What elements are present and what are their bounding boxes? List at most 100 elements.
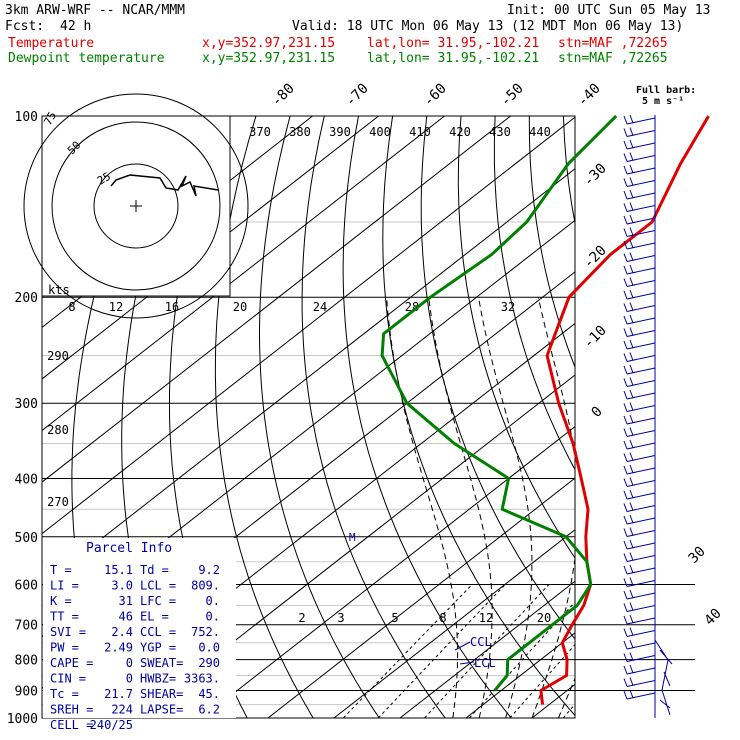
wind-barb <box>623 214 656 225</box>
wind-barb <box>623 589 656 600</box>
lcl-marker <box>459 661 475 665</box>
parcel-row-value: 6.2 <box>198 703 220 717</box>
wind-barb <box>623 239 656 250</box>
fcst-value: 42 h <box>60 19 92 34</box>
wind-barb <box>623 677 656 687</box>
wind-barb <box>623 602 656 612</box>
dewpoint-latlon: lat,lon= 31.95,-102.21 <box>367 51 540 66</box>
mixing-ratio-label: 5 <box>391 611 398 625</box>
parcel-row-value: 2.49 <box>104 641 133 655</box>
temperature-legend: Temperature <box>8 36 95 51</box>
parcel-info-box <box>43 538 236 718</box>
theta-label: 440 <box>529 125 551 139</box>
wind-barb <box>623 489 656 500</box>
parcel-row-label: LI = <box>50 579 79 593</box>
temperature-stn: stn=MAF ,72265 <box>558 36 668 51</box>
parcel-info-title: Parcel Info <box>86 541 172 556</box>
dry-adiabat-line <box>493 116 575 471</box>
ccl-annotation: CCL <box>470 635 492 649</box>
parcel-row-value: 3363. <box>184 672 220 686</box>
parcel-row-value: 0. <box>206 610 220 624</box>
inset-speed-label: 8 <box>68 300 75 314</box>
parcel-row-label: CCL = <box>140 625 176 639</box>
valid-time: Valid: 18 UTC Mon 06 May 13 (12 MDT Mon … <box>292 19 684 34</box>
parcel-row-value: 3.0 <box>111 579 133 593</box>
wind-barb <box>623 314 656 325</box>
wind-barb <box>623 177 656 187</box>
parcel-row-label: CAPE = <box>50 656 93 670</box>
wind-barb <box>623 439 656 450</box>
inset-speed-label: 20 <box>233 300 247 314</box>
inset-speed-label: 32 <box>501 300 515 314</box>
isotherm-label: -20 <box>581 243 610 272</box>
pressure-tick-label: 300 <box>15 397 38 412</box>
inset-speed-label: 16 <box>165 300 179 314</box>
isotherm-line <box>598 116 740 718</box>
parcel-row-label: SWEAT= <box>140 656 183 670</box>
plot-frame <box>41 115 576 719</box>
pressure-tick-label: 800 <box>15 654 38 669</box>
isotherm-label: 0 <box>589 404 606 421</box>
temperature-latlon: lat,lon= 31.95,-102.21 <box>367 36 540 51</box>
hodograph-ring <box>23 93 249 319</box>
dry-adiabat-line <box>700 116 740 718</box>
parcel-row-value: 31 <box>119 594 133 608</box>
parcel-row-label: EL = <box>140 610 169 624</box>
parcel-row-value: 21.7 <box>104 687 133 701</box>
theta-label: 420 <box>449 125 471 139</box>
parcel-row-value: 809. <box>191 579 220 593</box>
parcel-row-value: 45. <box>198 687 220 701</box>
wind-barb <box>623 639 656 650</box>
parcel-row-label: LCL = <box>140 579 176 593</box>
mixing-ratio-label: 12 <box>479 611 493 625</box>
wind-barb <box>623 539 656 550</box>
isotherm-label: -10 <box>581 323 610 352</box>
pressure-tick-label: 600 <box>15 578 38 593</box>
inset-speed-label: 12 <box>109 300 123 314</box>
parcel-row-label: TT = <box>50 610 79 624</box>
parcel-row-label: SREH = <box>50 703 93 717</box>
mark-annotation: M <box>349 531 356 544</box>
parcel-row-label: CIN = <box>50 672 86 686</box>
wind-barb <box>623 352 656 362</box>
mixing-ratio-line <box>377 584 506 718</box>
wind-barb <box>623 164 656 175</box>
dry-adiabat-line <box>342 116 512 718</box>
parcel-row-label: HWBZ= <box>140 672 176 686</box>
parcel-row-value: 0 <box>126 656 133 670</box>
wind-barb <box>623 277 656 287</box>
dry-adiabat-line <box>598 116 740 718</box>
dry-adiabat-line <box>632 116 740 718</box>
theta-label: 400 <box>369 125 391 139</box>
isotherm-label: -60 <box>421 81 450 110</box>
isotherm-label: -70 <box>343 81 372 110</box>
hodograph-ring <box>51 121 221 291</box>
parcel-row-value: 15.1 <box>104 563 133 577</box>
dewpoint-stn: stn=MAF ,72265 <box>558 51 668 66</box>
parcel-row-value: 9.2 <box>198 563 220 577</box>
pressure-tick-label: 200 <box>15 291 38 306</box>
hodograph-trace <box>110 174 219 197</box>
dry-adiabat-line <box>734 116 740 718</box>
temperature-xy: x,y=352.97,231.15 <box>202 36 336 51</box>
wind-barb <box>623 452 656 462</box>
parcel-row-label: PW = <box>50 641 79 655</box>
wind-barb <box>623 664 656 675</box>
hodograph-ring <box>93 163 179 249</box>
parcel-row-value: 0.0 <box>198 641 220 655</box>
wind-barb <box>623 302 656 312</box>
dry-adiabat-line <box>301 116 446 718</box>
mixing-ratio-line <box>343 584 473 718</box>
wind-barb <box>623 564 656 575</box>
theta-label: 380 <box>289 125 311 139</box>
parcel-row-label: SVI = <box>50 625 86 639</box>
parcel-row-label: LFC = <box>140 594 176 608</box>
mixing-ratio-line <box>424 584 550 718</box>
parcel-row-label: K = <box>50 594 72 608</box>
wind-barb <box>623 252 656 262</box>
wind-barb <box>623 389 656 400</box>
theta-label: 390 <box>329 125 351 139</box>
dewpoint-profile <box>380 114 618 692</box>
dry-adiabat-line <box>214 116 314 718</box>
